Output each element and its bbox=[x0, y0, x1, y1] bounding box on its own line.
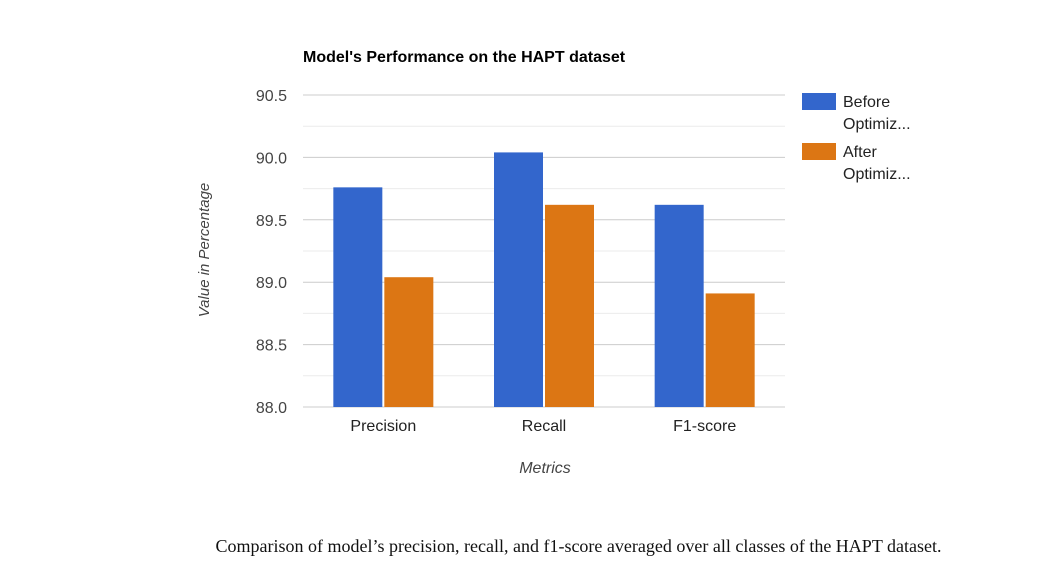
y-axis-ticks: 88.0 88.5 89.0 89.5 90.0 90.5 bbox=[256, 88, 287, 417]
x-axis-ticks: Precision Recall F1-score bbox=[350, 418, 736, 435]
bars bbox=[333, 152, 755, 407]
bar-chart: Model's Performance on the HAPT dataset … bbox=[196, 49, 911, 477]
x-tick-label: Precision bbox=[350, 418, 416, 435]
y-tick-label: 88.5 bbox=[256, 338, 287, 355]
bar-f1-score-series-1 bbox=[654, 204, 704, 407]
x-axis-label: Metrics bbox=[519, 460, 571, 477]
bar-precision-series-2 bbox=[384, 277, 434, 407]
legend-label-line: After bbox=[843, 144, 877, 161]
y-tick-label: 88.0 bbox=[256, 400, 287, 417]
chart-title: Model's Performance on the HAPT dataset bbox=[303, 49, 626, 66]
bar-recall-series-1 bbox=[494, 152, 543, 407]
y-tick-label: 90.5 bbox=[256, 88, 287, 105]
legend-label-line: Before bbox=[843, 94, 890, 111]
x-tick-label: Recall bbox=[522, 418, 566, 435]
gridlines bbox=[303, 94, 785, 408]
y-tick-label: 89.5 bbox=[256, 213, 287, 230]
legend-swatch bbox=[802, 93, 836, 110]
bar-f1-score-series-2 bbox=[705, 293, 755, 407]
y-axis-label: Value in Percentage bbox=[196, 183, 213, 318]
legend-label-line: Optimiz... bbox=[843, 116, 911, 133]
legend-label-line: Optimiz... bbox=[843, 166, 911, 183]
y-tick-label: 89.0 bbox=[256, 275, 287, 292]
figure-caption: Comparison of model’s precision, recall,… bbox=[215, 536, 942, 556]
y-tick-label: 90.0 bbox=[256, 150, 287, 167]
bar-precision-series-1 bbox=[333, 187, 383, 407]
legend: Before Optimiz... After Optimiz... bbox=[802, 93, 911, 183]
x-tick-label: F1-score bbox=[673, 418, 736, 435]
legend-swatch bbox=[802, 143, 836, 160]
bar-recall-series-2 bbox=[545, 204, 594, 407]
